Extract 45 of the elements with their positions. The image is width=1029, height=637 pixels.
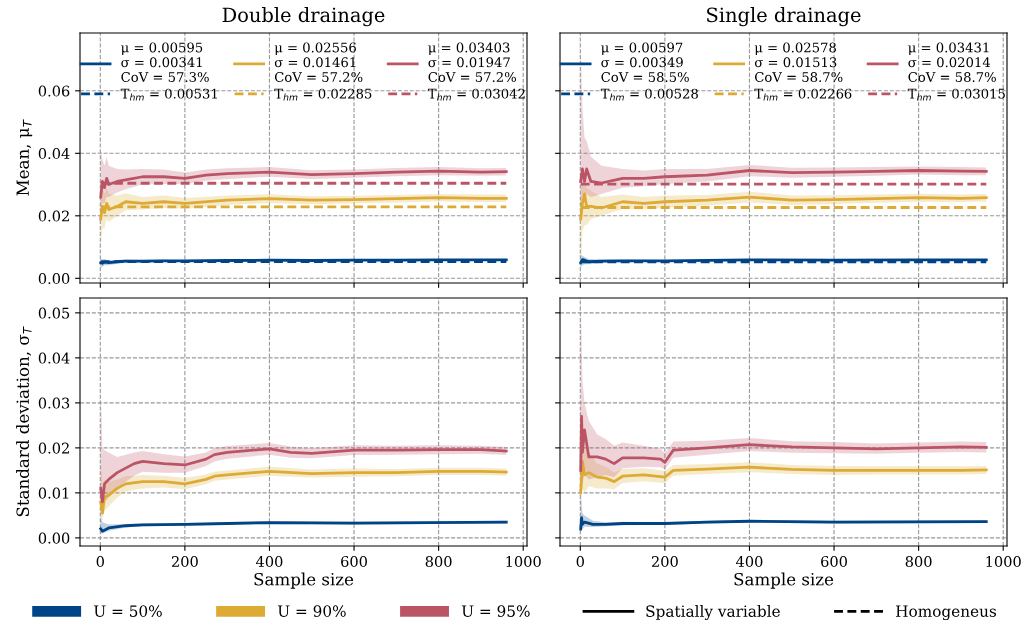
x-tick-label: 800 — [905, 555, 932, 568]
x-tick-label: 400 — [735, 555, 763, 568]
x-tick-label: 400 — [255, 555, 283, 568]
legend-label: T$_{hm}$ = 0.03015 — [907, 88, 1005, 101]
legend-label: T$_{hm}$ = 0.03042 — [427, 88, 525, 101]
x-tick-label: 200 — [171, 555, 198, 568]
x-axis-title: Sample size — [734, 572, 834, 589]
y-tick-label: 0.02 — [38, 210, 69, 222]
x-tick-label: 1000 — [986, 555, 1021, 568]
legend-label: T$_{hm}$ = 0.02266 — [754, 88, 852, 101]
y-tick-label: 0.05 — [38, 307, 70, 319]
y-tick-label: 0.06 — [38, 85, 70, 97]
legend-label: T$_{hm}$ = 0.00528 — [600, 88, 698, 101]
y-tick-label: 0.04 — [38, 148, 70, 160]
y-tick-label: 0.01 — [38, 487, 69, 499]
legend-label: μ = 0.00597 σ = 0.00349 CoV = 58.5% — [601, 42, 689, 82]
x-tick-label: 1000 — [506, 555, 541, 568]
chart-title: Single drainage — [707, 7, 861, 27]
y-axis-title: Mean, μ$_{T}$ — [16, 119, 33, 196]
legend-label: T$_{hm}$ = 0.02285 — [274, 88, 372, 101]
legend-label: U = 90% — [277, 605, 346, 617]
x-tick-label: 600 — [821, 555, 847, 568]
legend-label: μ = 0.03403 σ = 0.01947 CoV = 57.2% — [428, 42, 516, 82]
y-tick-label: 0.02 — [38, 442, 69, 454]
legend-label: Homogeneus — [896, 605, 996, 621]
x-tick-label: 800 — [425, 555, 452, 568]
legend-label: U = 50% — [94, 605, 162, 617]
x-tick-label: 600 — [341, 555, 367, 568]
x-axis-title: Sample size — [254, 572, 354, 589]
x-tick-label: 200 — [651, 555, 678, 568]
x-tick-label: 0 — [576, 555, 584, 568]
legend-label: μ = 0.02556 σ = 0.01461 CoV = 57.2% — [274, 42, 363, 82]
chart-title: Double drainage — [222, 7, 385, 27]
legend-label: T$_{hm}$ = 0.00531 — [120, 88, 217, 101]
legend-label: μ = 0.00595 σ = 0.00341 CoV = 57.3% — [121, 42, 209, 82]
legend-label: U = 95% — [461, 605, 530, 617]
y-tick-label: 0.00 — [38, 532, 70, 544]
y-tick-label: 0.03 — [38, 397, 70, 409]
x-tick-label: 0 — [96, 555, 104, 568]
legend-label: μ = 0.03431 σ = 0.02014 CoV = 58.7% — [908, 42, 996, 82]
y-tick-label: 0.00 — [38, 273, 70, 285]
y-tick-label: 0.04 — [38, 352, 70, 364]
y-axis-title: Standard deviation, σ$_{T}$ — [16, 326, 32, 517]
legend-label: μ = 0.02578 σ = 0.01513 CoV = 58.7% — [754, 42, 843, 82]
legend-label: Spatially variable — [646, 605, 780, 621]
